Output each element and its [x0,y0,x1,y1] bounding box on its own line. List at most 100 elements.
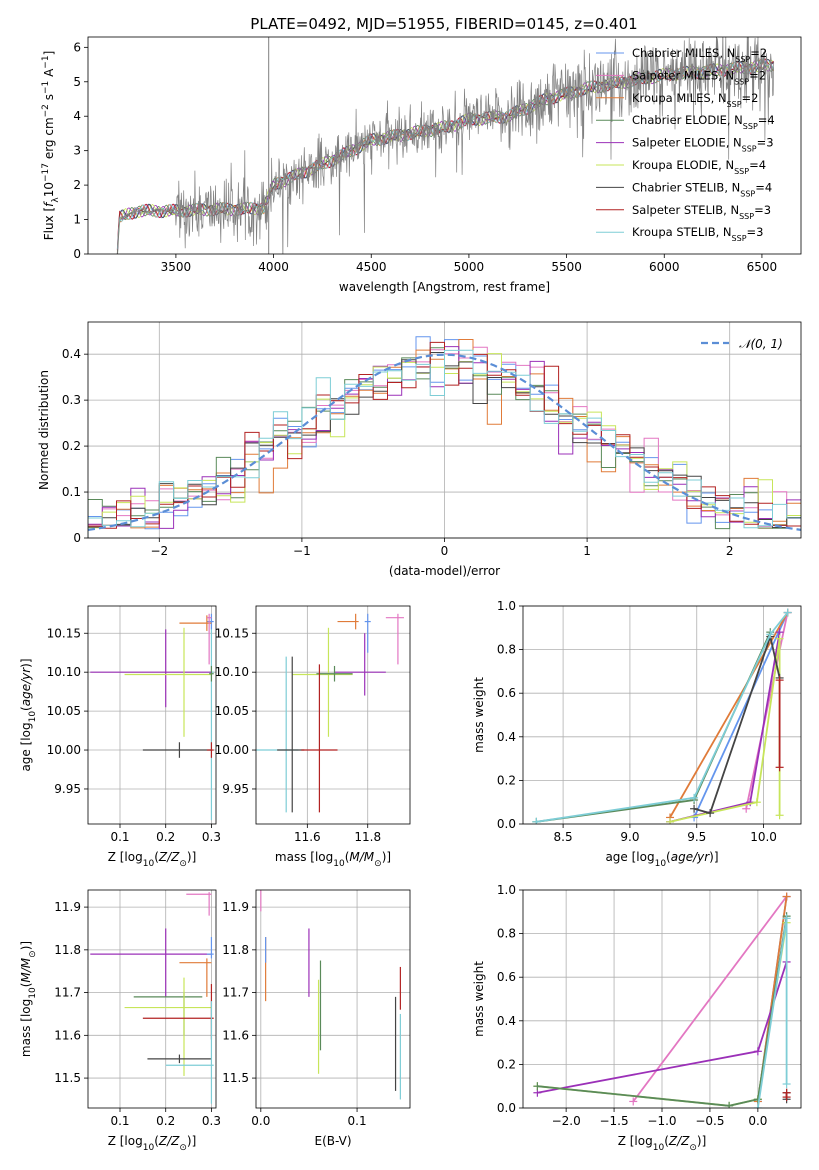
plot-area [533,892,791,1108]
y-tick-label: 11.6 [54,1028,81,1042]
weight-marker [752,798,761,807]
weight-marker [782,1088,791,1097]
legend-entry: Salpeter STELIB, NSSP=3 [596,203,771,221]
y-tick-label: 0.4 [497,1014,516,1028]
y-tick-label: 10.15 [215,626,249,640]
y-tick-label: 1.0 [497,883,516,897]
x-axis-label: mass [log10(M/M⊙)] [275,850,391,869]
axes-frame [87,889,217,1109]
weight-marker [690,804,699,813]
weight-line [669,632,781,823]
x-tick-label: 0.1 [110,830,129,844]
y-tick-label: 2 [73,178,81,192]
x-tick-label: 5000 [454,260,485,274]
errorbar-point [142,742,212,758]
legend-label: Chabrier STELIB, NSSP=4 [632,180,772,198]
axes-frame [87,321,802,539]
plot-area [116,37,775,254]
legend-entry: Chabrier STELIB, NSSP=4 [596,180,772,198]
weight-marker [766,630,775,639]
axes-frame [522,889,802,1109]
legend-label: Salpeter MILES, NSSP=2 [632,68,766,86]
weight-marker [742,804,751,813]
x-tick-label: 9.5 [687,830,706,844]
y-tick-label: 11.8 [54,943,81,957]
x-tick-label: 3500 [161,260,192,274]
x-tick-label: 11.8 [354,830,381,844]
errorbar-point [133,992,203,1036]
x-tick-label: 9.0 [620,830,639,844]
weight-marker [775,763,784,772]
panel-residuals: −2 −1 0 1 2 0 0.1 0.2 0.3 0.4 (data-model)/error No… [37,321,802,578]
weight-marker [753,1047,762,1056]
y-tick-label: 10.10 [47,665,81,679]
x-tick-label: 6500 [747,260,778,274]
histogram-step [88,341,801,538]
weight-marker [706,809,715,818]
errorbar-point [206,937,214,959]
y-tick-label: 0.6 [497,686,516,700]
y-axis-label: mass weight [472,961,486,1037]
weight-marker [666,817,675,824]
y-tick-label: 1 [73,213,81,227]
legend-label: Chabrier MILES, NSSP=2 [632,46,767,64]
y-tick-label: 10.05 [215,704,249,718]
x-tick-label: 0.3 [202,830,221,844]
y-tick-label: 11.7 [222,986,249,1000]
x-tick-label: −2.0 [552,1114,581,1128]
weight-marker [629,1097,638,1106]
weight-line [693,612,789,818]
y-axis-label: Flux [fλ10−17 erg cm−2 s−1 A−1] [41,51,61,241]
y-tick-label: 0.2 [497,1057,516,1071]
legend-entry: Salpeter ELODIE, NSSP=3 [596,136,774,153]
x-tick-label: 0.2 [156,1114,175,1128]
x-axis-label: Z [log10(Z/Z⊙)] [618,1134,707,1153]
x-tick-label: −0.5 [695,1114,724,1128]
weight-marker [753,1104,762,1108]
weight-marker [775,676,784,685]
panel-age_vs_Z: 0.1 0.2 0.3 9.95 10.00 10.05 10.10 10.15 Z [log1… [19,605,221,869]
weight-marker [782,1080,791,1089]
plot-area [260,890,401,1100]
legend-label: Salpeter STELIB, NSSP=3 [632,203,771,221]
x-tick-label: 2 [726,544,734,558]
x-axis-label: wavelength [Angstrom, rest frame] [339,280,550,294]
y-tick-label: 11.8 [222,943,249,957]
y-tick-label: 1.0 [497,599,516,613]
errorbar-point [334,633,386,696]
panel-mass_vs_Z: 0.1 0.2 0.3 11.5 11.6 11.7 11.8 11.9 Z [log10(Z/… [19,889,221,1153]
errorbar-point [292,627,353,737]
axes-frame [255,889,411,1109]
plot-area [90,613,214,821]
errorbar-point [186,892,212,916]
x-tick-label: 0.0 [251,1114,270,1128]
figure-title: PLATE=0492, MJD=51955, FIBERID=0145, z=0… [250,15,637,33]
y-tick-label: 0.4 [62,347,81,361]
weight-marker [782,914,791,923]
y-tick-label: 11.6 [222,1028,249,1042]
weight-marker [725,1101,734,1108]
weight-marker [532,817,541,824]
x-tick-label: −1 [293,544,311,558]
weight-line [757,918,788,1108]
errorbar-point [209,665,214,682]
weight-marker [775,811,784,820]
y-tick-label: 0.0 [497,817,516,831]
y-tick-label: 9.95 [222,782,249,796]
y-axis-label: mass weight [472,677,486,753]
weight-line [693,633,781,815]
legend-entry: Kroupa STELIB, NSSP=3 [596,225,763,243]
x-tick-label: 8.5 [554,830,573,844]
plot-area [532,608,792,824]
y-tick-label: 0.8 [497,927,516,941]
x-tick-label: 5500 [551,260,582,274]
errorbar-point [90,629,212,708]
errorbar-point [90,928,212,997]
legend-label: Kroupa ELODIE, NSSP=4 [632,158,766,176]
panel-age_vs_mass: 11.6 11.8 9.95 10.00 10.05 10.10 10.15 mass [lo… [215,605,411,869]
axes-frame [87,605,217,825]
legend-label: 𝒩(0, 1) [739,337,783,351]
panel-massweight_vs_Z: −2.0 −1.5 −1.0 −0.5 0.0 0.0 0.2 0.4 0.6 0.8 1.0 Z [… [472,883,802,1153]
weight-marker [533,1082,542,1091]
